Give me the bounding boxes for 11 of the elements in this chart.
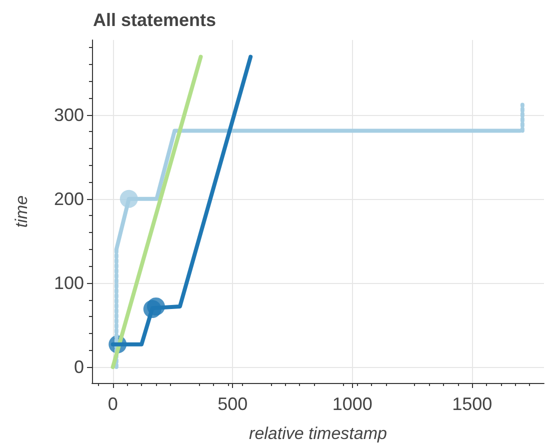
x-axis-title: relative timestamp (249, 424, 387, 443)
chart-title: All statements (93, 10, 216, 30)
y-tick-label: 200 (54, 188, 84, 209)
x-tick-label: 500 (218, 394, 248, 414)
x-tick-label: 0 (108, 394, 118, 414)
y-tick-label: 300 (54, 104, 84, 125)
y-axis-title: time (12, 195, 31, 228)
y-tick-label: 100 (54, 272, 84, 293)
x-tick-label: 1500 (452, 394, 492, 414)
x-tick-label: 1000 (332, 394, 372, 414)
y-tick-label: 0 (74, 357, 84, 378)
